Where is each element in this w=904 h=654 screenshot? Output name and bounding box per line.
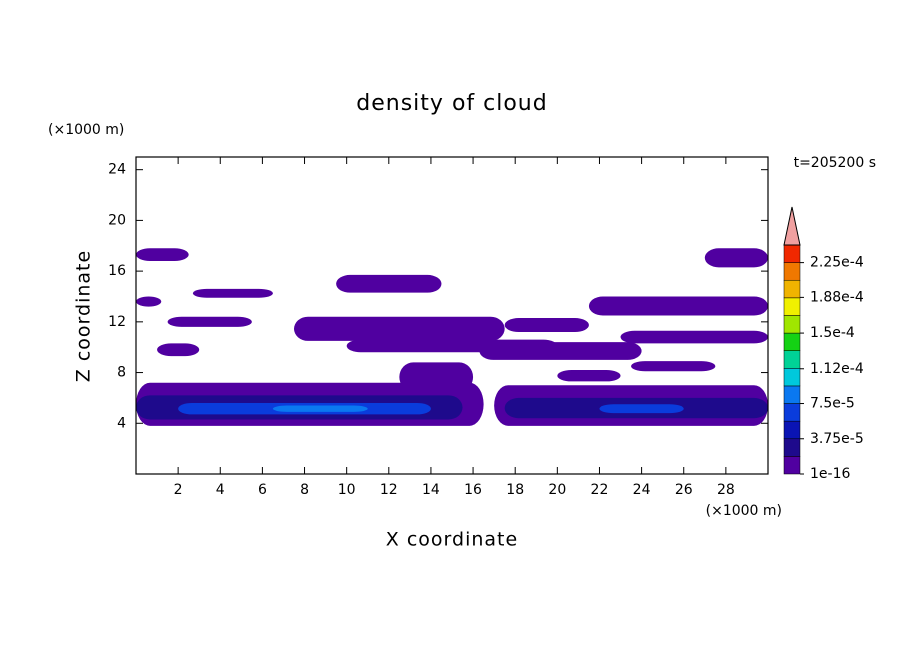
y-tick-label: 8 xyxy=(117,365,126,381)
cloud-region xyxy=(599,404,684,414)
y-tick-label: 12 xyxy=(108,314,126,330)
x-tick-label: 14 xyxy=(422,482,440,498)
cloud-region xyxy=(336,274,442,293)
colorbar-band xyxy=(783,368,801,387)
colorbar-band xyxy=(783,244,801,263)
y-unit: (×1000 m) xyxy=(48,122,124,138)
x-unit: (×1000 m) xyxy=(706,503,782,519)
y-tick-label: 16 xyxy=(108,263,126,279)
y-tick-label: 24 xyxy=(108,162,126,178)
cloud-region xyxy=(504,318,589,332)
plot-frame xyxy=(135,156,769,475)
cloud-region xyxy=(399,362,474,392)
colorbar-extension xyxy=(783,206,801,246)
chart-title: density of cloud xyxy=(356,91,547,116)
y-axis-label: Z coordinate xyxy=(73,250,95,382)
colorbar-tick-label: 3.75e-5 xyxy=(810,431,864,447)
colorbar-tick-label: 2.25e-4 xyxy=(810,255,864,271)
colorbar-tick-label: 7.5e-5 xyxy=(810,396,855,412)
cloud-region xyxy=(557,370,621,382)
x-tick-label: 4 xyxy=(216,482,225,498)
colorbar-band xyxy=(783,297,801,316)
x-tick-label: 28 xyxy=(717,482,735,498)
colorbar-tick-label: 1.5e-4 xyxy=(810,325,855,341)
cloud-region xyxy=(479,342,642,360)
y-tick-label: 20 xyxy=(108,212,126,228)
cloud-region xyxy=(136,248,189,261)
cloud-region xyxy=(294,316,505,341)
colorbar-tick-label: 1.88e-4 xyxy=(810,289,864,305)
cloud-region xyxy=(631,361,716,372)
x-tick-label: 16 xyxy=(464,482,482,498)
cloud-region xyxy=(588,296,768,316)
x-tick-label: 10 xyxy=(338,482,356,498)
colorbar-band xyxy=(783,403,801,422)
cloud-region xyxy=(136,296,162,307)
cloud-region xyxy=(272,405,368,412)
colorbar-band xyxy=(783,315,801,334)
cloud-region xyxy=(167,316,252,327)
colorbar-band xyxy=(783,332,801,351)
x-tick-label: 6 xyxy=(258,482,267,498)
y-tick-label: 4 xyxy=(117,415,126,431)
colorbar-band xyxy=(783,262,801,281)
colorbar-band xyxy=(783,438,801,457)
x-tick-label: 8 xyxy=(300,482,309,498)
colorbar-band xyxy=(783,456,801,475)
x-tick-label: 12 xyxy=(380,482,398,498)
x-tick-label: 26 xyxy=(675,482,693,498)
x-tick-label: 22 xyxy=(591,482,609,498)
x-tick-label: 18 xyxy=(506,482,524,498)
cloud-region xyxy=(157,343,200,357)
x-tick-label: 24 xyxy=(633,482,651,498)
cloud-region xyxy=(620,330,768,344)
x-tick-label: 2 xyxy=(174,482,183,498)
colorbar-band xyxy=(783,350,801,369)
time-annotation: t=205200 s xyxy=(794,155,876,171)
x-axis-label: X coordinate xyxy=(386,529,518,551)
x-tick-label: 20 xyxy=(548,482,566,498)
cloud-region xyxy=(704,248,768,268)
colorbar-band xyxy=(783,279,801,299)
colorbar-band xyxy=(783,385,801,404)
cloud-region xyxy=(192,288,273,298)
colorbar-tick-label: 1.12e-4 xyxy=(810,361,864,377)
colorbar-band xyxy=(783,420,801,440)
colorbar-tick-label: 1e-16 xyxy=(810,466,850,482)
